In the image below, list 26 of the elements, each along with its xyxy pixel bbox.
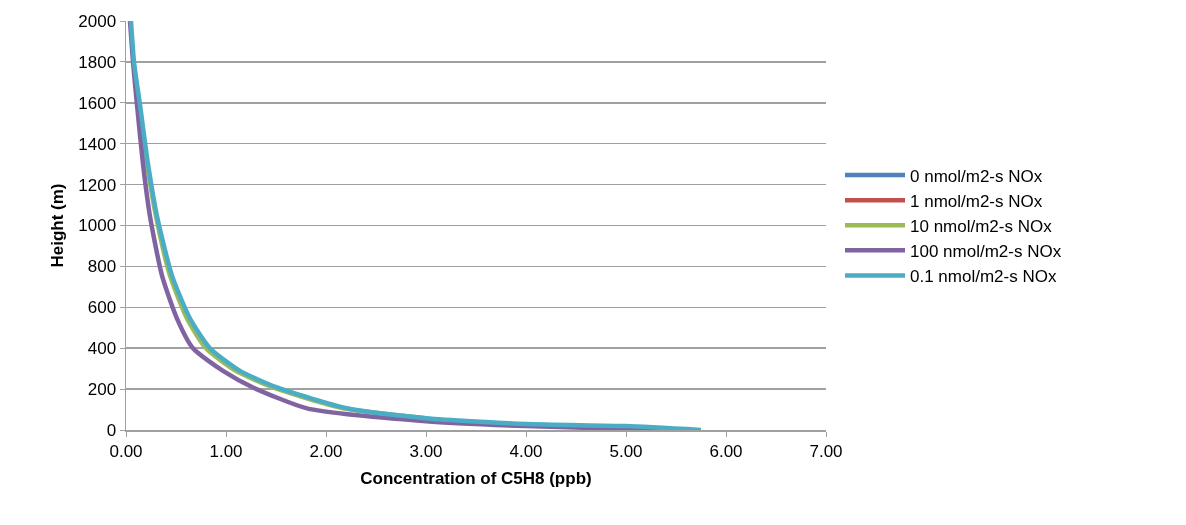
legend-label: 1 nmol/m2-s NOx [910, 191, 1043, 211]
legend-label: 0 nmol/m2-s NOx [910, 166, 1043, 186]
legend-label: 10 nmol/m2-s NOx [910, 216, 1053, 236]
x-axis-title: Concentration of C5H8 (ppb) [360, 469, 592, 489]
y-tick-label: 800 [87, 257, 117, 277]
y-tick-label: 1000 [78, 216, 117, 236]
y-tick-label: 200 [87, 380, 117, 400]
y-tick-label: 1200 [78, 175, 117, 195]
y-tick-label: 600 [87, 298, 117, 318]
x-tick-label: 2.00 [309, 441, 343, 461]
y-tick-label: 1600 [78, 93, 117, 113]
x-tick-label: 0.00 [109, 441, 143, 461]
legend-label: 0.1 nmol/m2-s NOx [910, 267, 1057, 287]
y-tick-label: 1400 [78, 134, 117, 154]
y-tick-label: 0 [106, 420, 117, 440]
y-tick-label: 400 [87, 339, 117, 359]
y-tick-label: 2000 [78, 11, 117, 31]
y-tick-label: 1800 [78, 52, 117, 72]
x-tick-label: 4.00 [509, 441, 543, 461]
x-tick-label: 5.00 [609, 441, 643, 461]
legend-label: 100 nmol/m2-s NOx [910, 241, 1062, 261]
y-axis-title: Height (m) [48, 183, 68, 268]
x-tick-label: 6.00 [709, 441, 743, 461]
x-tick-label: 1.00 [209, 441, 243, 461]
x-tick-label: 7.00 [809, 441, 843, 461]
x-tick-label: 3.00 [409, 441, 443, 461]
